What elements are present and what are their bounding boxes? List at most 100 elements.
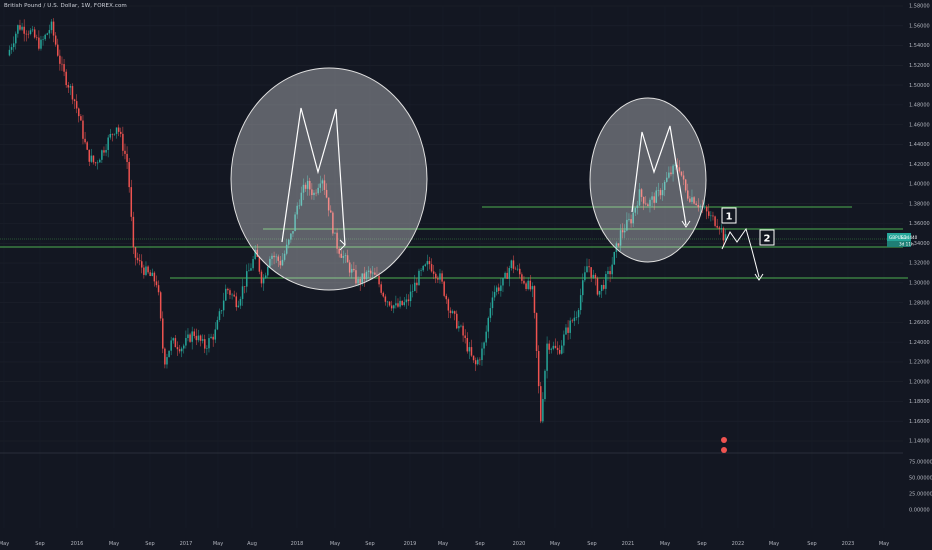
candle-body: [344, 255, 347, 257]
candle-body: [684, 179, 687, 191]
candle-body: [115, 127, 118, 134]
candle-body: [113, 133, 116, 135]
candle-body: [222, 300, 225, 311]
candle-body: [663, 181, 666, 191]
candle-body: [510, 260, 513, 269]
candle-body: [393, 305, 395, 309]
event-marker-2[interactable]: [721, 447, 727, 453]
price-axis-label: 1.58000: [909, 4, 930, 10]
candle-body: [71, 86, 74, 100]
candle-body: [315, 192, 317, 194]
candle-body: [321, 180, 324, 184]
candle-body: [262, 278, 265, 284]
candle-body: [569, 320, 571, 333]
candle-body: [120, 131, 122, 134]
time-axis-label: 2020: [513, 541, 526, 547]
candle-body: [477, 359, 479, 365]
candle-body: [50, 21, 53, 31]
m-pattern-2018[interactable]: [281, 107, 346, 246]
arrow-2021[interactable]: [681, 220, 691, 228]
price-tag-countdown: 3d 11h: [899, 242, 914, 247]
annotation-box-1[interactable]: 1: [721, 207, 737, 224]
candle-body: [661, 190, 664, 196]
candle-body: [357, 279, 359, 284]
candle-body: [302, 184, 305, 193]
candle-body: [462, 325, 464, 336]
candle-body: [153, 272, 156, 282]
candle-body: [638, 189, 641, 206]
price-axis-label: 1.40000: [909, 182, 930, 188]
candle-body: [80, 116, 82, 121]
candle-body: [252, 259, 254, 269]
price-axis-label: 1.36000: [909, 221, 930, 227]
candle-body: [233, 294, 235, 297]
candle-body: [680, 171, 683, 176]
candle-body: [149, 272, 151, 276]
candle-body: [185, 338, 187, 346]
candle-body: [435, 273, 437, 279]
candle-body: [231, 294, 233, 296]
event-marker-1[interactable]: [721, 437, 727, 443]
candle-body: [712, 215, 714, 217]
candle-body: [674, 164, 676, 166]
price-axis-label: 1.18000: [909, 399, 930, 405]
time-axis-label: May: [109, 541, 119, 547]
oscillator-axis-label: 50.00000: [909, 476, 932, 482]
oscillator-axis-label: 0.00000: [909, 508, 930, 514]
candle-body: [724, 234, 727, 241]
candle-body: [292, 231, 294, 234]
candle-body: [275, 256, 277, 258]
price-axis-label: 1.50000: [909, 83, 930, 89]
candle-body: [172, 338, 175, 341]
projection-zigzag[interactable]: [721, 227, 760, 278]
projection-arrow[interactable]: [754, 273, 764, 281]
candle-body: [225, 288, 227, 301]
candle-body: [128, 161, 130, 188]
time-axis[interactable]: May Sep 2016 May Sep 2017 May Aug 2018 May Sep 2019…: [0, 541, 889, 547]
candle-body: [548, 343, 550, 350]
candle-body: [594, 274, 597, 279]
candle-body: [426, 261, 429, 265]
candle-body: [159, 292, 162, 319]
candle-body: [111, 133, 114, 135]
candle-body: [210, 336, 212, 339]
candle-body: [166, 357, 168, 365]
highlight-ellipse-2021[interactable]: [589, 97, 707, 263]
candle-body: [395, 303, 397, 306]
candle-body: [174, 338, 177, 348]
candle-body: [651, 196, 653, 200]
candle-body: [327, 197, 330, 211]
candle-body: [613, 251, 616, 265]
candle-body: [441, 273, 443, 282]
candle-body: [124, 150, 126, 154]
candle-body: [36, 37, 38, 39]
candle-body: [470, 347, 473, 356]
candle-body: [206, 348, 208, 349]
price-axis[interactable]: 1.58000 1.56000 1.54000 1.52000 1.50000 1.480…: [909, 4, 932, 514]
annotation-box-2[interactable]: 2: [759, 229, 775, 246]
highlight-ellipse-2018[interactable]: [230, 67, 428, 291]
candle-body: [405, 299, 408, 303]
time-axis-label: 2021: [622, 541, 635, 547]
candle-body: [603, 284, 605, 289]
time-axis-label: May: [213, 541, 223, 547]
arrow-2018[interactable]: [339, 239, 346, 251]
candle-body: [432, 271, 435, 274]
candle-body: [529, 280, 532, 290]
price-axis-label: 1.34000: [909, 241, 930, 247]
candle-body: [705, 206, 708, 212]
candle-body: [388, 301, 391, 306]
price-axis-label: 1.52000: [909, 63, 930, 69]
candle-body: [157, 285, 160, 293]
candle-body: [208, 338, 210, 349]
candle-body: [380, 284, 382, 293]
candle-body: [378, 275, 380, 285]
candle-body: [586, 266, 588, 273]
candle-body: [481, 348, 483, 360]
m-pattern-2021[interactable]: [631, 125, 687, 226]
candle-body: [10, 47, 13, 50]
candle-body: [449, 310, 452, 313]
candle-body: [634, 208, 637, 213]
time-axis-label: Sep: [587, 541, 596, 547]
